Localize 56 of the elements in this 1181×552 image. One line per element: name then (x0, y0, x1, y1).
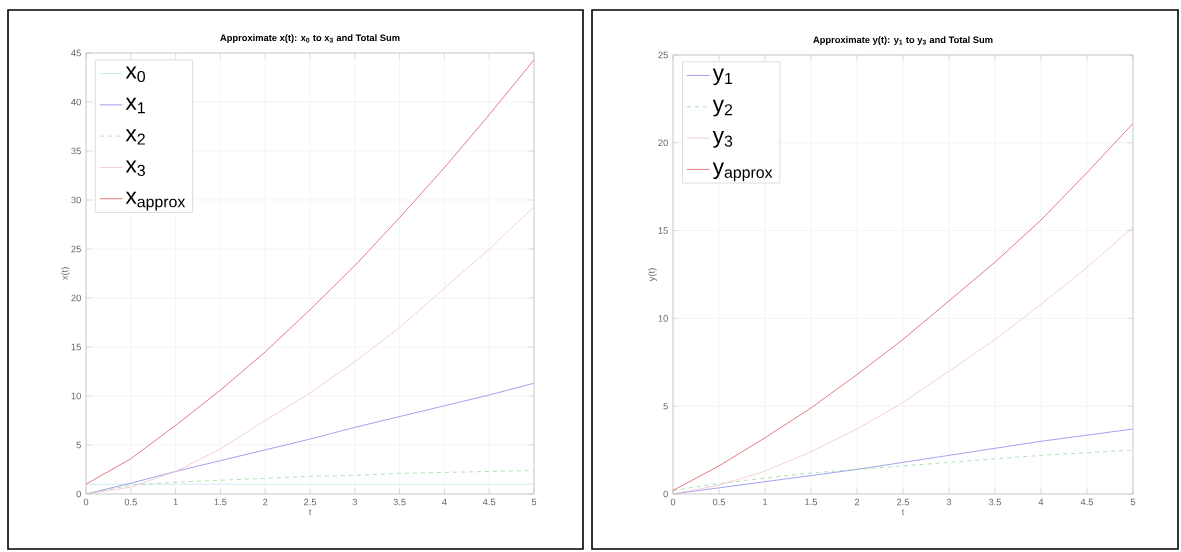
y-tick-label: 5 (76, 441, 81, 449)
y-tick-label: 45 (71, 49, 81, 57)
x-tick-label: 2 (263, 498, 268, 506)
y-tick-label: 40 (71, 98, 81, 106)
x-tick-label: 2.5 (896, 498, 910, 506)
x-tick-label: 1.5 (214, 498, 227, 506)
x-tick-label: 4.5 (482, 498, 496, 506)
legend-label: y$_{3}$ (712, 131, 733, 148)
legend-label: y$_{2}$ (712, 99, 733, 117)
x-tick-label: 3 (352, 498, 357, 506)
y-tick-label: 20 (71, 294, 81, 302)
x-tick-label: 0 (83, 498, 89, 506)
y-tick-label: 30 (71, 196, 81, 204)
x-tick-label: 0 (670, 498, 676, 506)
x-tick-label: 5 (531, 498, 537, 506)
x-axis-title: t (901, 509, 905, 516)
legend-label: y$_{approx}$ (712, 162, 773, 182)
line-series (673, 123, 1133, 491)
x-tick-label: 3.5 (393, 498, 406, 506)
x-tick-label: 0.5 (124, 498, 137, 506)
y-tick-label: 20 (658, 139, 668, 147)
y-axis-title: y(t) (648, 268, 657, 282)
x-axis-title: t (308, 509, 312, 516)
y-tick-label: 15 (658, 227, 668, 234)
x-tick-label: 0.5 (712, 498, 726, 506)
x-tick-label: 4 (1038, 498, 1044, 506)
line-series (86, 382, 535, 494)
y-tick-label: 35 (71, 147, 81, 155)
x-tick-label: 4 (442, 498, 447, 506)
x-tick-label: 3 (946, 498, 952, 506)
legend-label: y$_{1}$ (712, 68, 733, 86)
y-tick-label: 10 (71, 392, 81, 400)
y-tick-label: 25 (658, 51, 668, 59)
y-tick-label: 15 (71, 343, 81, 351)
legend-label: x$_{approx}$ (125, 191, 186, 211)
x-tick-label: 3.5 (988, 498, 1002, 506)
x-tick-label: 4.5 (1080, 498, 1094, 506)
x-tick-label: 1 (763, 498, 768, 506)
legend-label: x$_{3}$ (125, 160, 145, 177)
legend-label: x$_{0}$ (125, 66, 145, 83)
chart-title: Approximate x(t): x$_{0}$ to x$_{3}$ and Total Sum (220, 34, 400, 43)
y-axis-title: x(t) (61, 267, 70, 281)
x-tick-label: 5 (1130, 498, 1136, 506)
line-series (86, 59, 535, 485)
chart-title: Approximate y(t): y$_{1}$ to y$_{3}$ and Total Sum (813, 36, 993, 45)
x-tick-label: 2.5 (303, 498, 317, 506)
y-tick-label: 10 (658, 315, 668, 322)
y-tick-label: 5 (663, 402, 668, 410)
legend-label: x$_{1}$ (125, 97, 145, 114)
y-tick-label: 25 (71, 245, 81, 253)
y-tick-label: 0 (663, 490, 668, 498)
x-tick-label: 1.5 (805, 498, 818, 506)
x-tick-label: 1 (173, 498, 178, 506)
legend-label: x$_{2}$ (125, 129, 145, 145)
x-tick-label: 2 (854, 498, 860, 506)
y-tick-label: 0 (76, 490, 81, 498)
